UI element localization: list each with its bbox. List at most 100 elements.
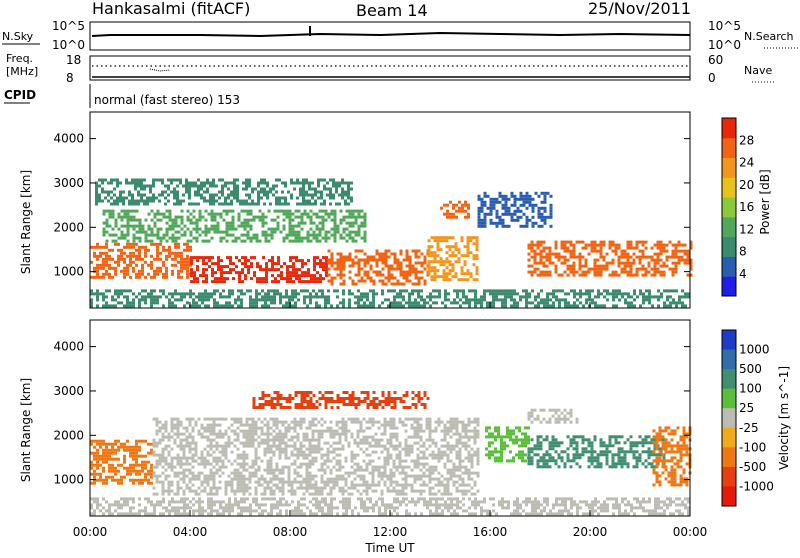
data-cell <box>129 264 132 267</box>
data-cell <box>338 182 341 185</box>
data-cell <box>270 295 273 298</box>
data-cell <box>456 427 459 430</box>
data-cell <box>426 439 429 442</box>
data-cell <box>606 265 609 268</box>
data-cell <box>111 446 114 449</box>
data-cell <box>243 445 246 448</box>
data-cell <box>118 216 121 219</box>
data-cell <box>315 292 318 295</box>
data-cell <box>294 448 297 451</box>
data-cell <box>292 231 295 234</box>
data-cell <box>118 228 121 231</box>
data-cell <box>196 256 199 259</box>
data-cell <box>456 487 459 490</box>
data-cell <box>357 463 360 466</box>
data-cell <box>256 280 259 283</box>
data-cell <box>342 490 345 493</box>
data-cell <box>147 249 150 252</box>
data-cell <box>95 197 98 200</box>
data-cell <box>558 289 561 292</box>
data-cell <box>96 464 99 467</box>
data-cell <box>234 472 237 475</box>
data-cell <box>113 194 116 197</box>
data-cell <box>678 295 681 298</box>
data-cell <box>322 225 325 228</box>
data-cell <box>627 256 630 259</box>
data-cell <box>266 194 269 197</box>
data-cell <box>600 241 603 244</box>
data-cell <box>147 273 150 276</box>
data-cell <box>337 397 340 400</box>
data-cell <box>474 481 477 484</box>
data-cell <box>213 418 216 421</box>
data-cell <box>449 245 452 248</box>
data-cell <box>378 439 381 442</box>
data-cell <box>372 301 375 304</box>
data-cell <box>292 265 295 268</box>
data-cell <box>476 236 479 239</box>
data-cell <box>684 295 687 298</box>
data-cell <box>156 445 159 448</box>
data-cell <box>244 219 247 222</box>
data-cell <box>285 454 288 457</box>
data-cell <box>375 466 378 469</box>
data-cell <box>351 493 354 496</box>
data-cell <box>114 440 117 443</box>
data-cell <box>615 295 618 298</box>
data-cell <box>156 252 159 255</box>
data-cell <box>291 298 294 301</box>
data-cell <box>225 430 228 433</box>
data-cell <box>444 493 447 496</box>
data-cell <box>411 427 414 430</box>
data-cell <box>243 484 246 487</box>
data-cell <box>295 210 298 213</box>
data-cell <box>227 182 230 185</box>
data-cell <box>125 179 128 182</box>
data-cell <box>195 421 198 424</box>
data-cell <box>333 487 336 490</box>
data-cell <box>363 301 366 304</box>
data-cell <box>528 271 531 274</box>
data-cell <box>666 295 669 298</box>
data-cell <box>255 301 258 304</box>
data-cell <box>134 188 137 191</box>
data-cell <box>468 424 471 427</box>
data-cell <box>555 271 558 274</box>
data-cell <box>414 433 417 436</box>
data-cell <box>267 481 270 484</box>
data-cell <box>93 458 96 461</box>
data-cell <box>657 268 660 271</box>
data-cell <box>253 237 256 240</box>
data-cell <box>300 442 303 445</box>
data-cell <box>177 430 180 433</box>
data-cell <box>684 292 687 295</box>
data-cell <box>234 493 237 496</box>
data-cell <box>194 191 197 194</box>
data-cell <box>245 200 248 203</box>
data-cell <box>264 418 267 421</box>
data-cell <box>496 198 499 201</box>
data-cell <box>325 240 328 243</box>
data-cell <box>180 424 183 427</box>
data-cell <box>245 185 248 188</box>
data-cell <box>222 418 225 421</box>
data-cell <box>373 391 376 394</box>
data-cell <box>408 304 411 307</box>
data-cell <box>597 274 600 277</box>
data-cell <box>428 266 431 269</box>
data-cell <box>391 283 394 286</box>
data-cell <box>174 472 177 475</box>
data-cell <box>414 421 417 424</box>
data-cell <box>421 262 424 265</box>
data-cell <box>210 454 213 457</box>
data-cell <box>474 295 477 298</box>
data-cell <box>357 295 360 298</box>
data-cell <box>190 240 193 243</box>
data-cell <box>440 257 443 260</box>
data-cell <box>252 442 255 445</box>
data-cell <box>280 397 283 400</box>
data-cell <box>306 490 309 493</box>
data-cell <box>102 246 105 249</box>
data-cell <box>294 292 297 295</box>
data-cell <box>345 478 348 481</box>
